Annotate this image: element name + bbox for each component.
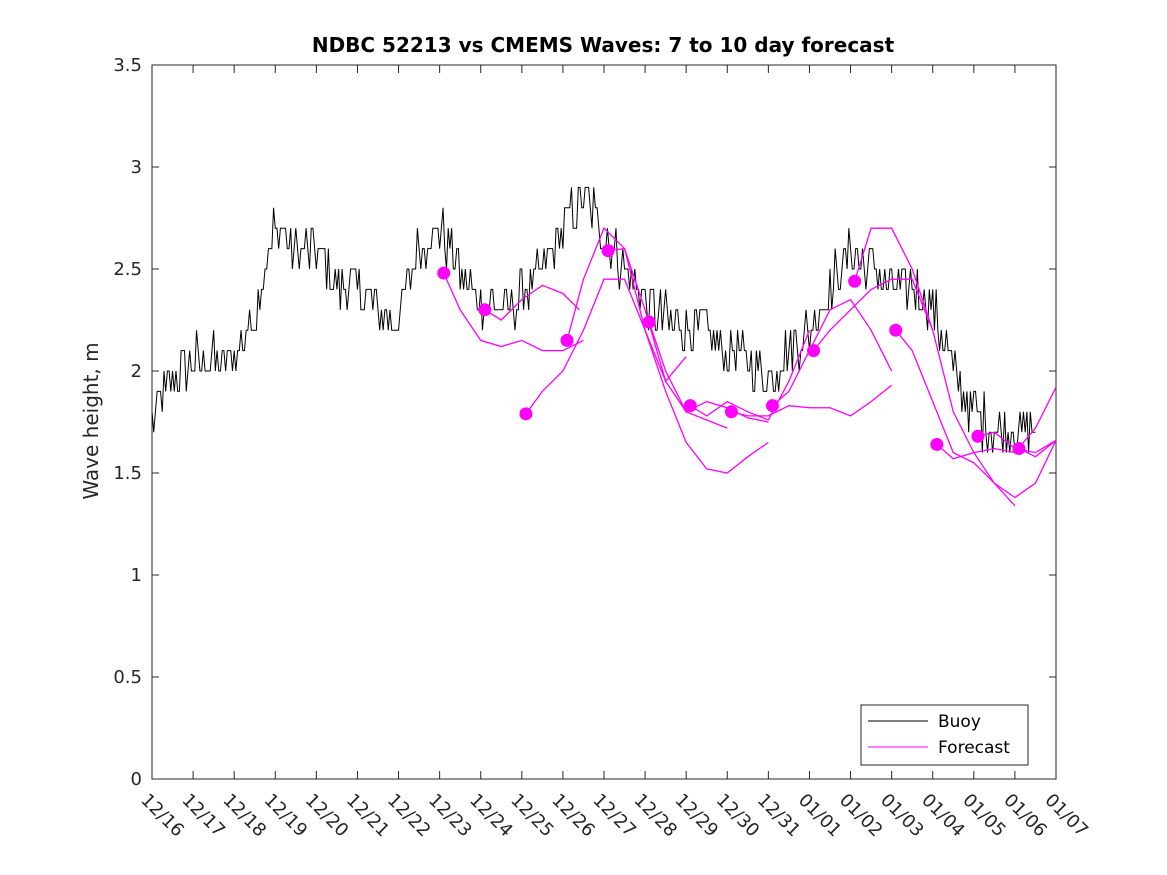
forecast-run-line bbox=[731, 384, 893, 417]
x-tick-label: 01/02 bbox=[835, 790, 887, 842]
forecast-marker bbox=[642, 315, 656, 329]
forecast-marker bbox=[724, 405, 738, 419]
forecast-run-line bbox=[648, 321, 769, 423]
x-tick-label: 12/22 bbox=[383, 790, 435, 842]
forecast-run-line bbox=[525, 278, 687, 415]
legend-buoy-label: Buoy bbox=[938, 712, 981, 732]
forecast-marker bbox=[478, 303, 492, 317]
forecast-marker bbox=[765, 399, 779, 413]
forecast-run-line bbox=[608, 247, 728, 429]
x-tick-label: 12/25 bbox=[506, 790, 558, 842]
forecast-run-line bbox=[566, 227, 769, 474]
axes-box bbox=[151, 64, 1057, 780]
x-tick-label: 12/18 bbox=[219, 790, 271, 842]
forecast-marker bbox=[519, 407, 533, 421]
y-tick-label: 0 bbox=[131, 769, 142, 790]
x-tick-label: 12/19 bbox=[260, 790, 312, 842]
forecast-marker bbox=[1012, 442, 1026, 456]
forecast-run-line bbox=[484, 284, 580, 321]
x-tick-label: 12/29 bbox=[671, 790, 723, 842]
legend-forecast-label: Forecast bbox=[938, 738, 1010, 758]
y-tick-label: 2 bbox=[131, 361, 142, 382]
y-axis: 0 0.5 1 1.5 2 2.5 3 3.5 bbox=[113, 55, 1056, 790]
x-tick-label: 12/16 bbox=[136, 790, 188, 842]
x-tick-label: 12/21 bbox=[342, 790, 394, 842]
forecast-marker bbox=[683, 399, 697, 413]
y-tick-label: 0.5 bbox=[113, 667, 142, 688]
legend: Buoy Forecast bbox=[860, 704, 1029, 766]
x-tick-label: 01/01 bbox=[794, 790, 846, 842]
chart-title: NDBC 52213 vs CMEMS Waves: 7 to 10 day f… bbox=[312, 33, 895, 57]
forecast-marker bbox=[807, 344, 821, 358]
y-tick-label: 3 bbox=[131, 157, 142, 178]
forecast-marker bbox=[848, 274, 862, 288]
forecast-marker bbox=[971, 429, 985, 443]
x-tick-label: 12/24 bbox=[465, 790, 517, 842]
x-tick-label: 01/04 bbox=[917, 790, 969, 842]
forecast-run-line bbox=[689, 329, 811, 421]
x-tick-label: 12/30 bbox=[712, 790, 764, 842]
x-tick-label: 01/05 bbox=[958, 790, 1010, 842]
forecast-marker bbox=[889, 323, 903, 337]
forecast-run-line bbox=[854, 227, 1057, 499]
y-tick-label: 1 bbox=[131, 565, 142, 586]
x-tick-label: 12/20 bbox=[301, 790, 353, 842]
x-tick-label: 01/03 bbox=[876, 790, 928, 842]
forecast-run-line bbox=[813, 278, 934, 352]
buoy-series-line bbox=[151, 186, 1036, 454]
y-axis-label: Wave height, m bbox=[79, 342, 103, 499]
forecast-marker bbox=[560, 333, 574, 347]
forecast-run-line bbox=[443, 272, 584, 352]
x-tick-label: 01/06 bbox=[999, 790, 1051, 842]
x-tick-label: 01/07 bbox=[1040, 790, 1092, 842]
x-tick-label: 12/23 bbox=[424, 790, 476, 842]
forecast-run-line bbox=[936, 387, 1057, 460]
y-tick-label: 2.5 bbox=[113, 259, 142, 280]
forecast-marker bbox=[437, 266, 451, 280]
x-tick-label: 12/27 bbox=[588, 790, 640, 842]
forecast-marker bbox=[601, 244, 615, 258]
forecast-marker bbox=[930, 437, 944, 451]
x-tick-label: 12/26 bbox=[547, 790, 599, 842]
x-tick-label: 12/17 bbox=[178, 790, 230, 842]
forecast-run-line bbox=[895, 329, 1016, 507]
series-group bbox=[151, 186, 1057, 507]
forecast-run-line bbox=[772, 298, 893, 407]
x-tick-label: 12/28 bbox=[630, 790, 682, 842]
y-tick-label: 3.5 bbox=[113, 55, 142, 76]
y-tick-label: 1.5 bbox=[113, 463, 142, 484]
legend-box bbox=[860, 704, 1029, 766]
x-tick-label: 12/31 bbox=[753, 790, 805, 842]
